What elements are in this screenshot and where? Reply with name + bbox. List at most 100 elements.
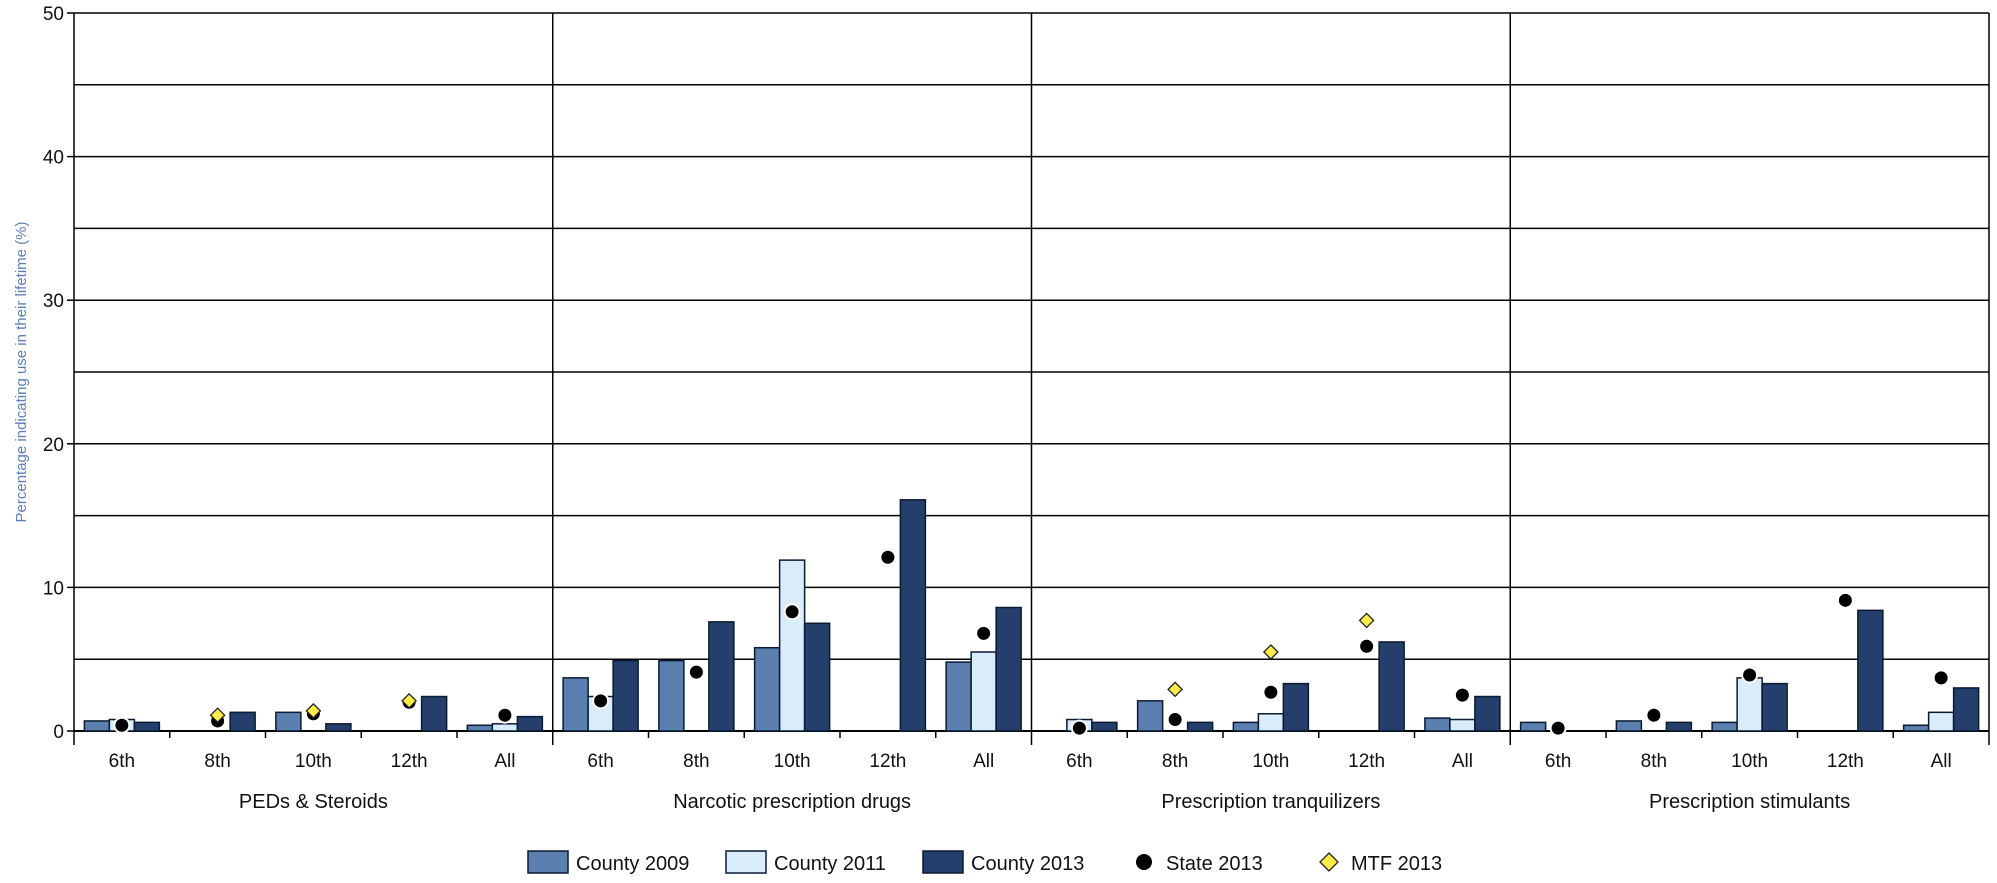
group-label: Narcotic prescription drugs <box>673 791 911 813</box>
x-tick-label: 8th <box>683 751 709 772</box>
bar <box>970 651 997 732</box>
y-tick-label: 30 <box>43 291 64 312</box>
x-tick-label: All <box>973 751 994 772</box>
x-tick-label: All <box>494 751 515 772</box>
y-tick-label: 50 <box>43 4 64 25</box>
x-tick-label: All <box>1931 751 1952 772</box>
x-tick-label: All <box>1452 751 1473 772</box>
bar <box>945 661 972 732</box>
legend-swatch <box>1134 852 1154 872</box>
x-tick-label: 6th <box>109 751 135 772</box>
legend-label: County 2009 <box>576 853 689 875</box>
bar <box>1257 713 1285 732</box>
x-tick-label: 10th <box>295 751 332 772</box>
bar <box>995 606 1022 732</box>
bar <box>1711 721 1738 732</box>
bar <box>1665 721 1693 732</box>
bar <box>325 723 352 732</box>
x-tick-label: 6th <box>587 751 613 772</box>
bar <box>1952 687 1980 732</box>
bar <box>658 659 685 732</box>
x-tick-label: 12th <box>391 751 428 772</box>
y-tick-label: 0 <box>53 722 64 743</box>
state-marker <box>1932 669 1950 687</box>
mtf-marker <box>401 692 418 709</box>
state-marker <box>687 663 705 681</box>
x-tick-label: 12th <box>1827 751 1864 772</box>
bar <box>1615 720 1643 732</box>
y-tick-label: 20 <box>43 435 64 456</box>
bar <box>562 677 589 732</box>
bar <box>899 499 927 732</box>
state-marker <box>1645 706 1663 724</box>
bar <box>612 659 639 732</box>
group-label: Prescription tranquilizers <box>1161 791 1380 813</box>
legend-swatch <box>527 850 569 874</box>
x-tick-label: 6th <box>1545 751 1571 772</box>
state-marker <box>1836 591 1854 609</box>
bar <box>1761 682 1788 732</box>
x-tick-label: 8th <box>204 751 230 772</box>
state-marker <box>1262 683 1280 701</box>
mtf-marker <box>1262 644 1279 660</box>
state-marker <box>592 692 610 710</box>
y-tick-label: 40 <box>43 148 64 169</box>
bar <box>1519 721 1547 732</box>
bar <box>420 695 448 732</box>
bar <box>1232 721 1260 732</box>
legend-label: State 2013 <box>1166 853 1263 875</box>
bar <box>1186 721 1214 732</box>
state-marker <box>113 716 131 734</box>
state-marker <box>879 548 897 566</box>
legend-label: County 2013 <box>971 853 1084 875</box>
bar <box>708 621 735 732</box>
x-tick-label: 8th <box>1641 751 1667 772</box>
x-tick-label: 10th <box>1252 751 1289 772</box>
legend-swatch <box>922 850 964 874</box>
bar <box>1927 711 1955 732</box>
state-marker <box>1166 711 1184 729</box>
bar <box>803 622 831 732</box>
group-label: PEDs & Steroids <box>239 791 388 813</box>
bar <box>1449 718 1476 732</box>
y-axis-label: Percentage indicating use in their lifet… <box>13 222 30 523</box>
state-marker <box>783 603 801 621</box>
x-tick-label: 10th <box>1731 751 1768 772</box>
legend-label: MTF 2013 <box>1351 853 1442 875</box>
bar <box>229 711 256 732</box>
y-tick-label: 10 <box>43 578 64 599</box>
bar <box>1424 717 1451 732</box>
state-marker <box>975 624 993 642</box>
state-marker <box>1358 637 1376 655</box>
bar <box>1091 721 1118 732</box>
bar <box>753 646 781 732</box>
bar <box>516 715 544 732</box>
bar <box>83 720 111 732</box>
bar <box>1136 700 1164 732</box>
state-marker <box>496 706 514 724</box>
state-marker <box>1549 719 1567 737</box>
state-marker <box>1453 686 1471 704</box>
state-marker <box>1070 719 1088 737</box>
x-tick-label: 10th <box>774 751 811 772</box>
x-tick-label: 6th <box>1066 751 1092 772</box>
mtf-marker <box>1167 681 1184 698</box>
bar <box>1282 682 1310 732</box>
bar <box>1474 695 1501 732</box>
x-tick-label: 12th <box>869 751 906 772</box>
bar <box>1857 609 1884 732</box>
mtf-marker <box>1358 612 1375 629</box>
bar <box>1736 677 1763 732</box>
bar <box>1378 641 1405 732</box>
x-tick-label: 12th <box>1348 751 1385 772</box>
legend-swatch <box>725 850 767 874</box>
legend-label: County 2011 <box>774 853 886 875</box>
bar <box>491 723 519 732</box>
bar <box>466 724 494 732</box>
x-tick-label: 8th <box>1162 751 1188 772</box>
bar <box>1902 724 1930 732</box>
bar <box>275 711 302 732</box>
bar <box>778 559 806 732</box>
